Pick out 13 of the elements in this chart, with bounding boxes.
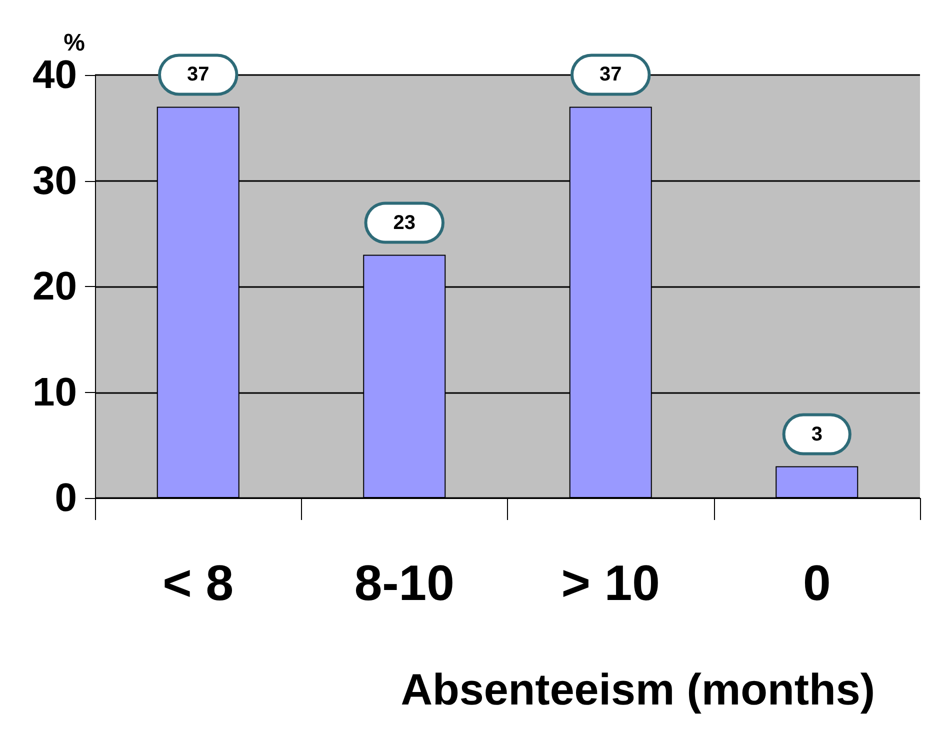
x-tick-label: 8-10 bbox=[354, 555, 454, 611]
y-tick-label: 0 bbox=[54, 476, 77, 520]
y-tick-label: 10 bbox=[32, 370, 77, 414]
data-label: 37 bbox=[187, 64, 210, 86]
y-tick-label: 20 bbox=[32, 264, 77, 308]
x-tick-label: > 10 bbox=[561, 555, 660, 611]
x-tick-label: 0 bbox=[802, 555, 831, 611]
data-label: 23 bbox=[393, 212, 416, 234]
x-axis-title: Absenteeism (months) bbox=[400, 666, 875, 714]
y-tick-label: 30 bbox=[32, 158, 77, 203]
data-label: 3 bbox=[811, 423, 822, 446]
x-tick-label: < 8 bbox=[162, 555, 234, 611]
data-label: 37 bbox=[600, 64, 622, 86]
